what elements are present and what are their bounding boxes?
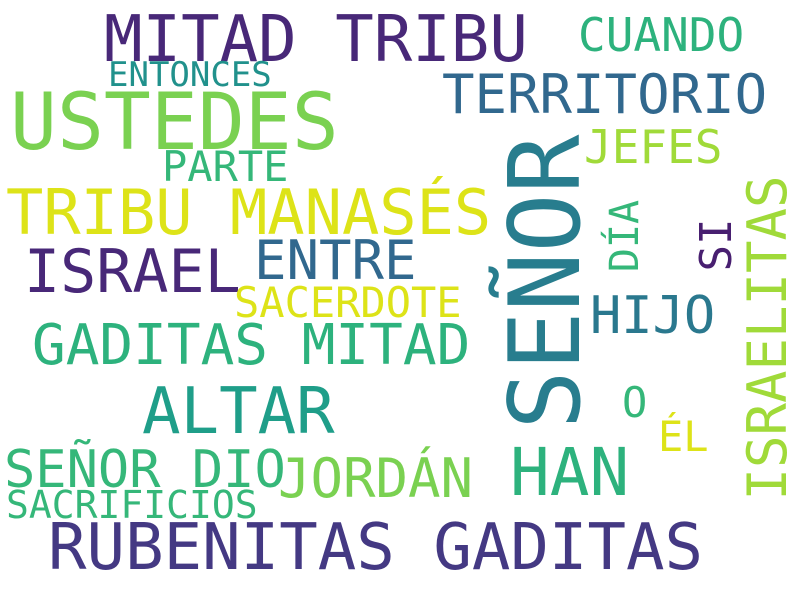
word-israelitas: ISRAELITAS	[736, 175, 799, 501]
word-dia: DÍA	[602, 199, 648, 273]
word-israel: ISRAEL	[24, 237, 241, 307]
word-sacrificios: SACRIFICIOS	[6, 483, 258, 527]
word-o: O	[622, 378, 648, 427]
word-sacerdote: SACERDOTE	[234, 278, 462, 327]
word-rubenitas-gaditas: RUBENITAS GADITAS	[48, 511, 704, 585]
word-entonces: ENTONCES	[108, 55, 272, 95]
word-el: ÉL	[658, 412, 709, 461]
word-ustedes: USTEDES	[10, 78, 339, 168]
word-jefes: JEFES	[584, 120, 723, 174]
word-han: HAN	[510, 434, 630, 511]
word-senor: SEÑOR	[489, 134, 603, 430]
word-tribu-manases: TRIBU MANASÉS	[6, 176, 492, 249]
word-parte: PARTE	[162, 142, 289, 191]
word-gaditas-mitad: GADITAS MITAD	[32, 313, 471, 378]
word-si: SI	[691, 218, 742, 272]
word-territorio: TERRITORIO	[442, 63, 768, 126]
word-senor-dio: SEÑOR DIO	[4, 440, 286, 500]
word-entre: ENTRE	[254, 229, 417, 292]
word-mitad-tribu: MITAD TRIBU	[104, 3, 528, 77]
word-jordan: JORDÁN	[278, 447, 474, 510]
word-altar: ALTAR	[142, 375, 335, 449]
word-cuando: CUANDO	[578, 8, 745, 62]
word-hijo: HIJO	[590, 286, 716, 346]
